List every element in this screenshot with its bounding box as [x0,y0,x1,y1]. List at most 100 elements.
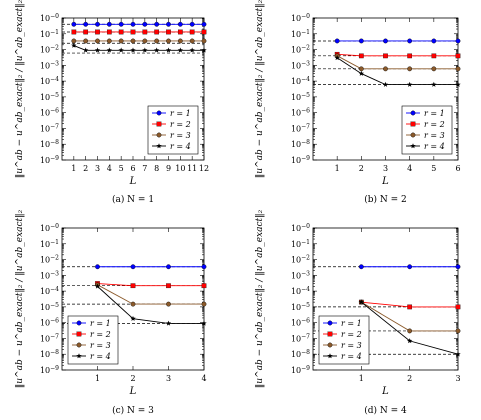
series-line-r3 [336,55,458,70]
y-tick-label-exp: −3 [50,270,59,277]
y-tick-label-base: 10 [291,303,301,312]
y-tick-label: 10−8 [40,349,59,359]
data-point-r2 [142,29,148,35]
x-tick-label: 2 [130,374,135,383]
y-tick-label-exp: −1 [50,29,59,36]
data-point-r2 [83,29,89,35]
data-point-r1 [95,21,100,27]
panel-4: 10−010−110−210−310−410−510−610−710−810−9… [255,209,461,416]
legend-entry: r = 1 [424,109,445,118]
y-tick-label: 10−2 [291,45,310,55]
y-tick-label-base: 10 [291,93,301,102]
legend-swatch-marker [410,132,416,138]
legend-swatch-marker [156,110,162,116]
y-tick-label-exp: −9 [301,365,310,372]
y-tick-label-base: 10 [291,61,301,70]
y-tick-label-exp: −2 [301,45,310,52]
x-tick-label: 1 [359,374,364,383]
data-point-r1 [407,38,413,44]
y-tick-label-exp: −5 [301,92,310,99]
y-tick-label-base: 10 [291,30,301,39]
x-tick-label: 5 [119,164,124,173]
y-tick-label-base: 10 [40,319,50,328]
y-tick-label-exp: −0 [50,13,59,20]
data-point-r4 [106,47,112,53]
data-point-r4 [189,47,195,53]
data-point-r2 [154,29,160,35]
y-tick-label-base: 10 [291,140,301,149]
data-point-r2 [166,283,171,289]
legend-entry: r = 1 [341,319,362,328]
x-tick-label: 4 [201,374,206,383]
legend-entry: r = 2 [170,120,191,129]
y-tick-label-exp: −1 [301,29,310,36]
y-tick-label-exp: −5 [50,302,59,309]
panel-3: 10−010−110−210−310−410−510−610−710−810−9… [15,209,207,416]
data-point-r3 [142,38,148,44]
data-point-r3 [166,38,171,44]
data-point-r1 [358,38,364,44]
y-tick-label: 10−0 [40,223,59,233]
legend-swatch-marker [76,353,82,359]
legend: r = 1 r = 2 r = 3 r = 4 [318,315,370,365]
y-tick-label-exp: −4 [301,76,310,83]
series-line-r4 [97,286,204,324]
legend-swatch-marker [156,121,162,127]
legend-entry: r = 1 [170,109,191,118]
y-tick-label: 10−7 [291,333,310,343]
series-line-r2 [337,53,458,57]
y-tick-label: 10−4 [40,286,59,296]
y-tick-label: 10−3 [40,60,59,70]
data-point-r3 [154,38,160,44]
data-point-r2 [177,29,183,35]
y-tick-label-exp: −1 [301,239,310,246]
y-tick-label-exp: −4 [50,286,59,293]
data-point-r2 [431,53,437,59]
data-point-r4 [455,81,461,87]
data-point-r3 [358,66,364,72]
y-tick-label-base: 10 [40,61,50,70]
data-point-r2 [71,29,77,35]
y-axis-label: ‖u^ab − u^ab_exact‖₂ / ‖u^ab_exact‖₂ [15,209,25,388]
y-tick-label-base: 10 [291,46,301,55]
y-tick-label-base: 10 [291,77,301,86]
y-tick-label-base: 10 [291,271,301,280]
data-point-r1 [383,38,388,44]
x-tick-label: 8 [154,164,159,173]
y-tick-label-base: 10 [40,156,50,165]
data-point-r4 [118,47,124,53]
y-tick-label: 10−0 [291,13,310,23]
legend-swatch-marker [76,320,82,326]
x-tick-label: 3 [166,374,171,383]
data-point-r2 [455,304,461,310]
data-point-r1 [455,38,461,44]
y-tick-label-base: 10 [40,334,50,343]
y-tick-label: 10−9 [291,365,310,375]
y-tick-label-base: 10 [40,109,50,118]
y-tick-label-base: 10 [40,366,50,375]
data-point-r1 [118,21,124,27]
y-tick-label: 10−4 [291,76,310,86]
y-tick-label-exp: −3 [301,60,310,67]
data-point-r1 [189,21,195,27]
data-point-r2 [407,53,413,59]
x-tick-label: 4 [107,164,112,173]
data-point-r4 [334,55,340,61]
data-point-r4 [407,338,413,344]
legend-entry: r = 2 [424,120,445,129]
data-point-r1 [130,264,136,270]
series-line-r3 [97,284,204,305]
y-tick-label: 10−4 [291,286,310,296]
x-tick-label: 2 [407,374,412,383]
legend-entry: r = 4 [424,142,445,151]
legend-entry: r = 4 [341,352,362,361]
data-point-r4 [455,351,461,357]
y-tick-label-exp: −0 [301,223,310,230]
y-tick-label: 10−5 [40,302,59,312]
series-line-r4 [336,57,458,86]
y-tick-label-base: 10 [291,256,301,265]
legend: r = 1 r = 2 r = 3 r = 4 [67,315,119,365]
y-tick-label: 10−2 [40,45,59,55]
y-tick-label-base: 10 [291,334,301,343]
